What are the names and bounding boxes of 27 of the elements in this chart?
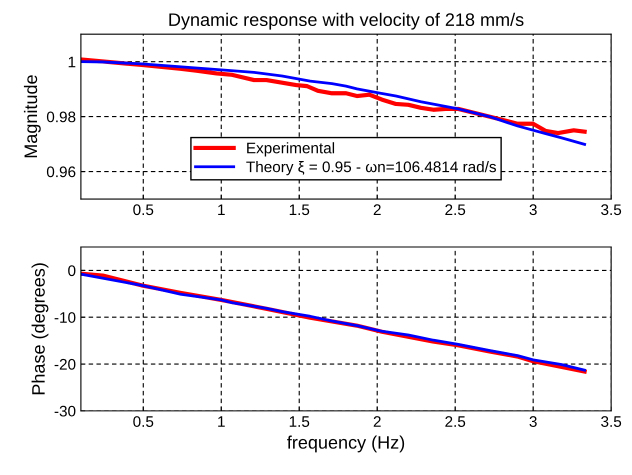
- legend-label: Theory ξ = 0.95 - ωn=106.4814 rad/s: [246, 161, 496, 176]
- y-axis-title: Phase (degrees): [32, 263, 48, 394]
- x-tick-label: 3.5: [601, 416, 622, 427]
- y-tick-label: 1: [68, 56, 76, 68]
- x-tick-label: 3: [530, 204, 537, 216]
- x-tick-label: 1.5: [290, 204, 310, 216]
- x-tick-label: 2: [374, 416, 381, 427]
- x-tick-label: 1: [218, 204, 225, 215]
- y-axis-title: Magnitude: [24, 75, 41, 158]
- y-tick-label: -20: [54, 358, 76, 370]
- legend-label: Experimental: [247, 142, 334, 156]
- x-tick-label: 0.5: [133, 416, 154, 427]
- y-tick-label: -30: [54, 406, 76, 417]
- chart-title: Dynamic response with velocity of 218 mm/s: [169, 12, 524, 30]
- x-tick-label: 1: [218, 416, 225, 427]
- x-tick-label: 2.5: [445, 204, 466, 216]
- y-tick-label: 0.98: [46, 111, 76, 122]
- y-tick-label: 0: [68, 265, 76, 276]
- x-tick-label: 3: [530, 416, 537, 427]
- y-tick-label: 0.96: [46, 166, 76, 178]
- x-axis-title: frequency (Hz): [287, 436, 404, 452]
- x-tick-label: 2: [374, 204, 381, 215]
- x-tick-label: 0.5: [133, 204, 154, 216]
- x-tick-label: 2.5: [445, 416, 466, 427]
- y-tick-label: -10: [54, 312, 76, 323]
- x-tick-label: 1.5: [290, 416, 310, 427]
- x-tick-label: 3.5: [601, 204, 622, 216]
